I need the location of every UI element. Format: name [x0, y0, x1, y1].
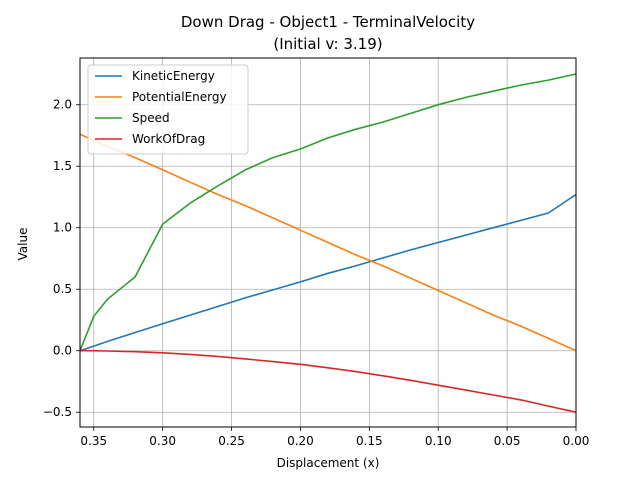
x-tick-label: 0.35	[80, 434, 107, 448]
y-tick-label: 0.0	[53, 344, 72, 358]
y-axis-label: Value	[16, 228, 30, 261]
legend-label-speed: Speed	[132, 111, 170, 125]
y-tick-label: 1.0	[53, 221, 72, 235]
x-tick-label: 0.00	[563, 434, 590, 448]
x-tick-label: 0.10	[425, 434, 452, 448]
series-lines	[79, 73, 577, 413]
plot-frame	[79, 57, 577, 428]
y-tick-label: 0.5	[53, 282, 72, 296]
x-tick-label: 0.20	[287, 434, 314, 448]
x-tick-label: 0.30	[149, 434, 176, 448]
legend-label-work-of-drag: WorkOfDrag	[132, 132, 205, 146]
series-line-potential-energy	[79, 133, 577, 352]
legend: KineticEnergy PotentialEnergy Speed WorkOfD…	[87, 64, 249, 155]
x-axis-label: Displacement (x)	[277, 456, 380, 470]
x-tick-label: 0.25	[218, 434, 245, 448]
chart-subtitle: (Initial v: 3.19)	[273, 35, 382, 53]
x-tick-label: 0.05	[494, 434, 521, 448]
legend-box	[87, 64, 249, 155]
y-tick-label: 1.5	[53, 159, 72, 173]
series-line-kinetic-energy	[79, 193, 577, 352]
legend-label-kinetic-energy: KineticEnergy	[132, 69, 215, 83]
axis-ticks: 0.35 0.30 0.25 0.20 0.15 0.10 0.05 0.00 −0.5 0.0 0…	[43, 98, 590, 448]
y-tick-label: 2.0	[53, 98, 72, 112]
series-line-speed	[79, 73, 577, 351]
series-line-work-of-drag	[80, 349, 577, 413]
x-tick-label: 0.15	[356, 434, 383, 448]
y-tick-label: −0.5	[43, 405, 72, 419]
chart-title: Down Drag - Object1 - TerminalVelocity	[181, 13, 475, 31]
legend-label-potential-energy: PotentialEnergy	[132, 90, 227, 104]
